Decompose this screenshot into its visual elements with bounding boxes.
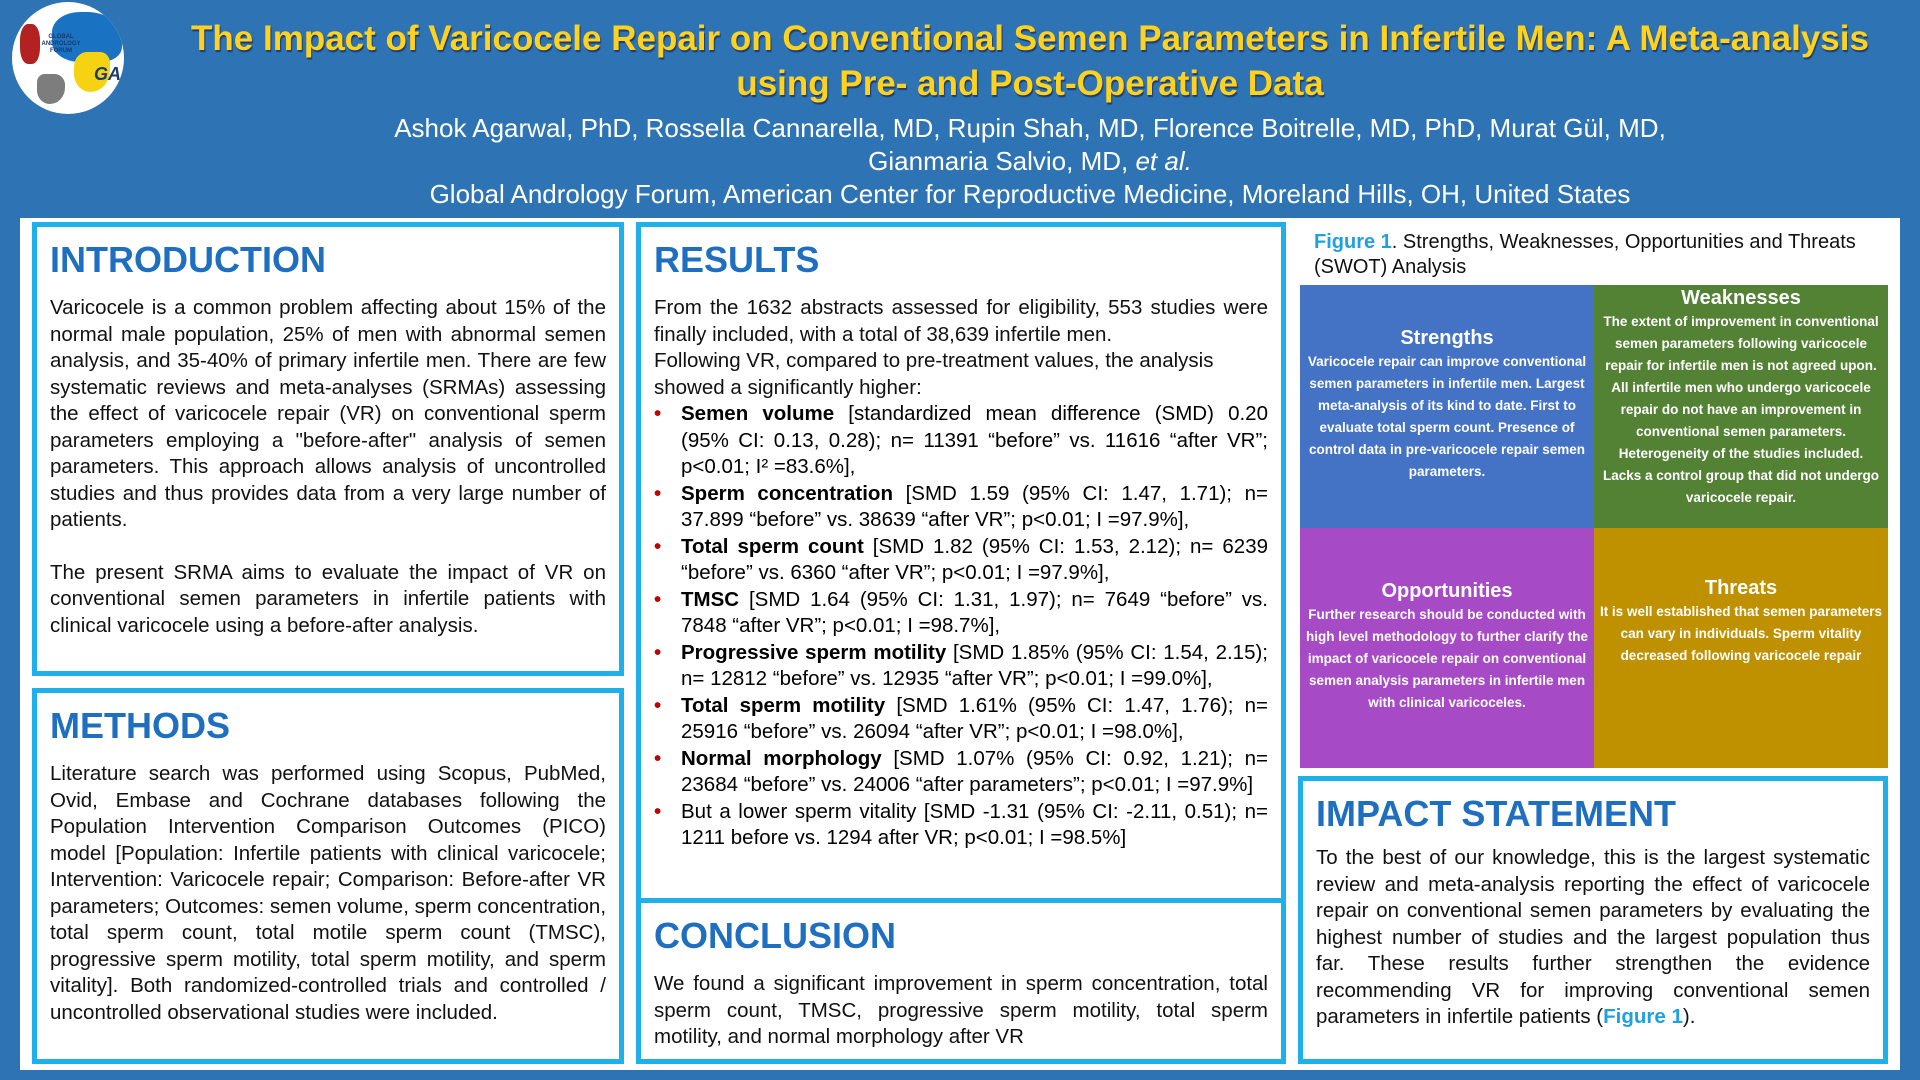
- intro-paragraph-1: Varicocele is a common problem affecting…: [50, 296, 606, 531]
- swot-figure: Figure 1. Strengths, Weaknesses, Opportu…: [1298, 218, 1890, 770]
- result-text: But a lower sperm vitality [SMD -1.31 (9…: [681, 799, 1268, 850]
- section-heading: IMPACT STATEMENT: [1316, 793, 1676, 834]
- authors-line-1: Ashok Agarwal, PhD, Rossella Cannarella,…: [394, 113, 1666, 143]
- result-item: • Total sperm motility [SMD 1.61% (95% CI…: [654, 693, 1268, 746]
- section-heading: CONCLUSION: [654, 915, 896, 956]
- figure-1-link[interactable]: Figure 1: [1603, 1005, 1683, 1028]
- logo-mark: GAF: [94, 64, 124, 84]
- impact-paragraph: To the best of our knowledge, this is th…: [1316, 845, 1870, 1031]
- results-intro-2: Following VR, compared to pre-treatment …: [654, 349, 1214, 399]
- result-item: • Total sperm count [SMD 1.82 (95% CI: 1.…: [654, 534, 1268, 587]
- swot-opportunities: Opportunities Further research should be…: [1300, 528, 1594, 768]
- result-item: • TMSC [SMD 1.64 (95% CI: 1.31, 1.97); n=…: [654, 587, 1268, 640]
- swot-text: The extent of improvement in conventiona…: [1603, 314, 1879, 505]
- result-item: • Progressive sperm motility [SMD 1.85% (…: [654, 640, 1268, 693]
- result-item: • Semen volume [standardized mean differe…: [654, 401, 1268, 481]
- result-item: • Sperm concentration [SMD 1.59 (95% CI: …: [654, 481, 1268, 534]
- result-text: [standardized mean difference (SMD) 0.20…: [681, 402, 1268, 478]
- bullet-icon: •: [654, 640, 662, 664]
- result-label: Sperm concentration: [681, 481, 893, 505]
- figure-label: Figure 1: [1314, 231, 1392, 253]
- methods-paragraph: Literature search was performed using Sc…: [50, 762, 607, 1024]
- conclusion-section: CONCLUSION We found a significant improv…: [636, 898, 1286, 1064]
- result-label: TMSC: [681, 587, 740, 611]
- result-text: [SMD 1.59 (95% CI: 1.47, 1.71); n= 37.89…: [681, 481, 1268, 532]
- impact-text: To the best of our knowledge, this is th…: [1316, 846, 1870, 1028]
- introduction-section: INTRODUCTION Varicocele is a common prob…: [32, 222, 624, 676]
- swot-text: It is well established that semen parame…: [1599, 604, 1883, 663]
- et-al: et al.: [1135, 146, 1192, 176]
- swot-title: Opportunities: [1381, 580, 1513, 602]
- authors: Ashok Agarwal, PhD, Rossella Cannarella,…: [160, 112, 1900, 178]
- section-heading: METHODS: [50, 705, 230, 746]
- impact-statement-section: IMPACT STATEMENT To the best of our know…: [1298, 776, 1888, 1064]
- bullet-icon: •: [654, 534, 662, 558]
- result-text: [SMD 1.64 (95% CI: 1.31, 1.97); n= 7649 …: [681, 587, 1268, 638]
- methods-section: METHODS Literature search was performed …: [32, 688, 624, 1064]
- bullet-icon: •: [654, 402, 662, 425]
- bullet-icon: •: [654, 587, 662, 611]
- result-label: Semen volume: [681, 402, 835, 425]
- result-label: Total sperm count: [681, 534, 864, 558]
- result-text: [SMD 1.07% (95% CI: 0.92, 1.21); n= 2368…: [681, 746, 1269, 797]
- results-list: • Semen volume [standardized mean differe…: [654, 401, 1268, 852]
- result-label: Progressive sperm motility: [681, 640, 947, 664]
- swot-threats: Threats It is well established that seme…: [1594, 528, 1888, 768]
- bullet-icon: •: [654, 481, 662, 505]
- result-label: Normal morphology: [681, 746, 882, 770]
- result-text: [SMD 1.82 (95% CI: 1.53, 2.12); n= 6239 …: [681, 534, 1268, 585]
- result-text: [SMD 1.61% (95% CI: 1.47, 1.76); n= 2591…: [681, 693, 1269, 744]
- authors-line-2: Gianmaria Salvio, MD,: [868, 146, 1129, 176]
- figure-caption-text: . Strengths, Weaknesses, Opportunities a…: [1314, 231, 1856, 278]
- swot-title: Strengths: [1400, 327, 1494, 349]
- bullet-icon: •: [654, 746, 662, 770]
- result-text: [SMD 1.85% (95% CI: 1.54, 2.15); n= 1281…: [681, 640, 1268, 691]
- poster-title: The Impact of Varicocele Repair on Conve…: [191, 19, 1869, 103]
- conclusion-paragraph: We found a significant improvement in sp…: [654, 972, 1268, 1048]
- swot-title: Threats: [1704, 577, 1778, 599]
- figure-caption: Figure 1. Strengths, Weaknesses, Opportu…: [1314, 230, 1874, 280]
- bullet-icon: •: [654, 799, 662, 823]
- result-label: Total sperm motility: [681, 693, 886, 717]
- swot-weaknesses: Weaknesses The extent of improvement in …: [1594, 285, 1888, 528]
- results-section: RESULTS From the 1632 abstracts assessed…: [636, 222, 1286, 904]
- intro-paragraph-2: The present SRMA aims to evaluate the im…: [50, 560, 606, 637]
- impact-text-end: ).: [1682, 1005, 1696, 1028]
- gaf-logo: GLOBAL ANDROLOGY FORUM GAF: [12, 2, 124, 114]
- logo-text: GLOBAL ANDROLOGY FORUM: [41, 34, 81, 54]
- swot-text: Varicocele repair can improve convention…: [1307, 354, 1587, 479]
- result-item: • But a lower sperm vitality [SMD -1.31 (…: [654, 799, 1268, 852]
- swot-strengths: Strengths Varicocele repair can improve …: [1300, 285, 1594, 528]
- poster-header: GLOBAL ANDROLOGY FORUM GAF The Impact of…: [0, 0, 1920, 215]
- swot-title: Weaknesses: [1681, 287, 1801, 309]
- section-heading: RESULTS: [654, 239, 820, 280]
- bullet-icon: •: [654, 693, 662, 717]
- results-intro-1: From the 1632 abstracts assessed for eli…: [654, 296, 1268, 346]
- affiliation: Global Andrology Forum, American Center …: [429, 179, 1631, 209]
- section-heading: INTRODUCTION: [50, 239, 326, 280]
- result-item: • Normal morphology [SMD 1.07% (95% CI: 0…: [654, 746, 1268, 799]
- swot-text: Further research should be conducted wit…: [1305, 607, 1589, 710]
